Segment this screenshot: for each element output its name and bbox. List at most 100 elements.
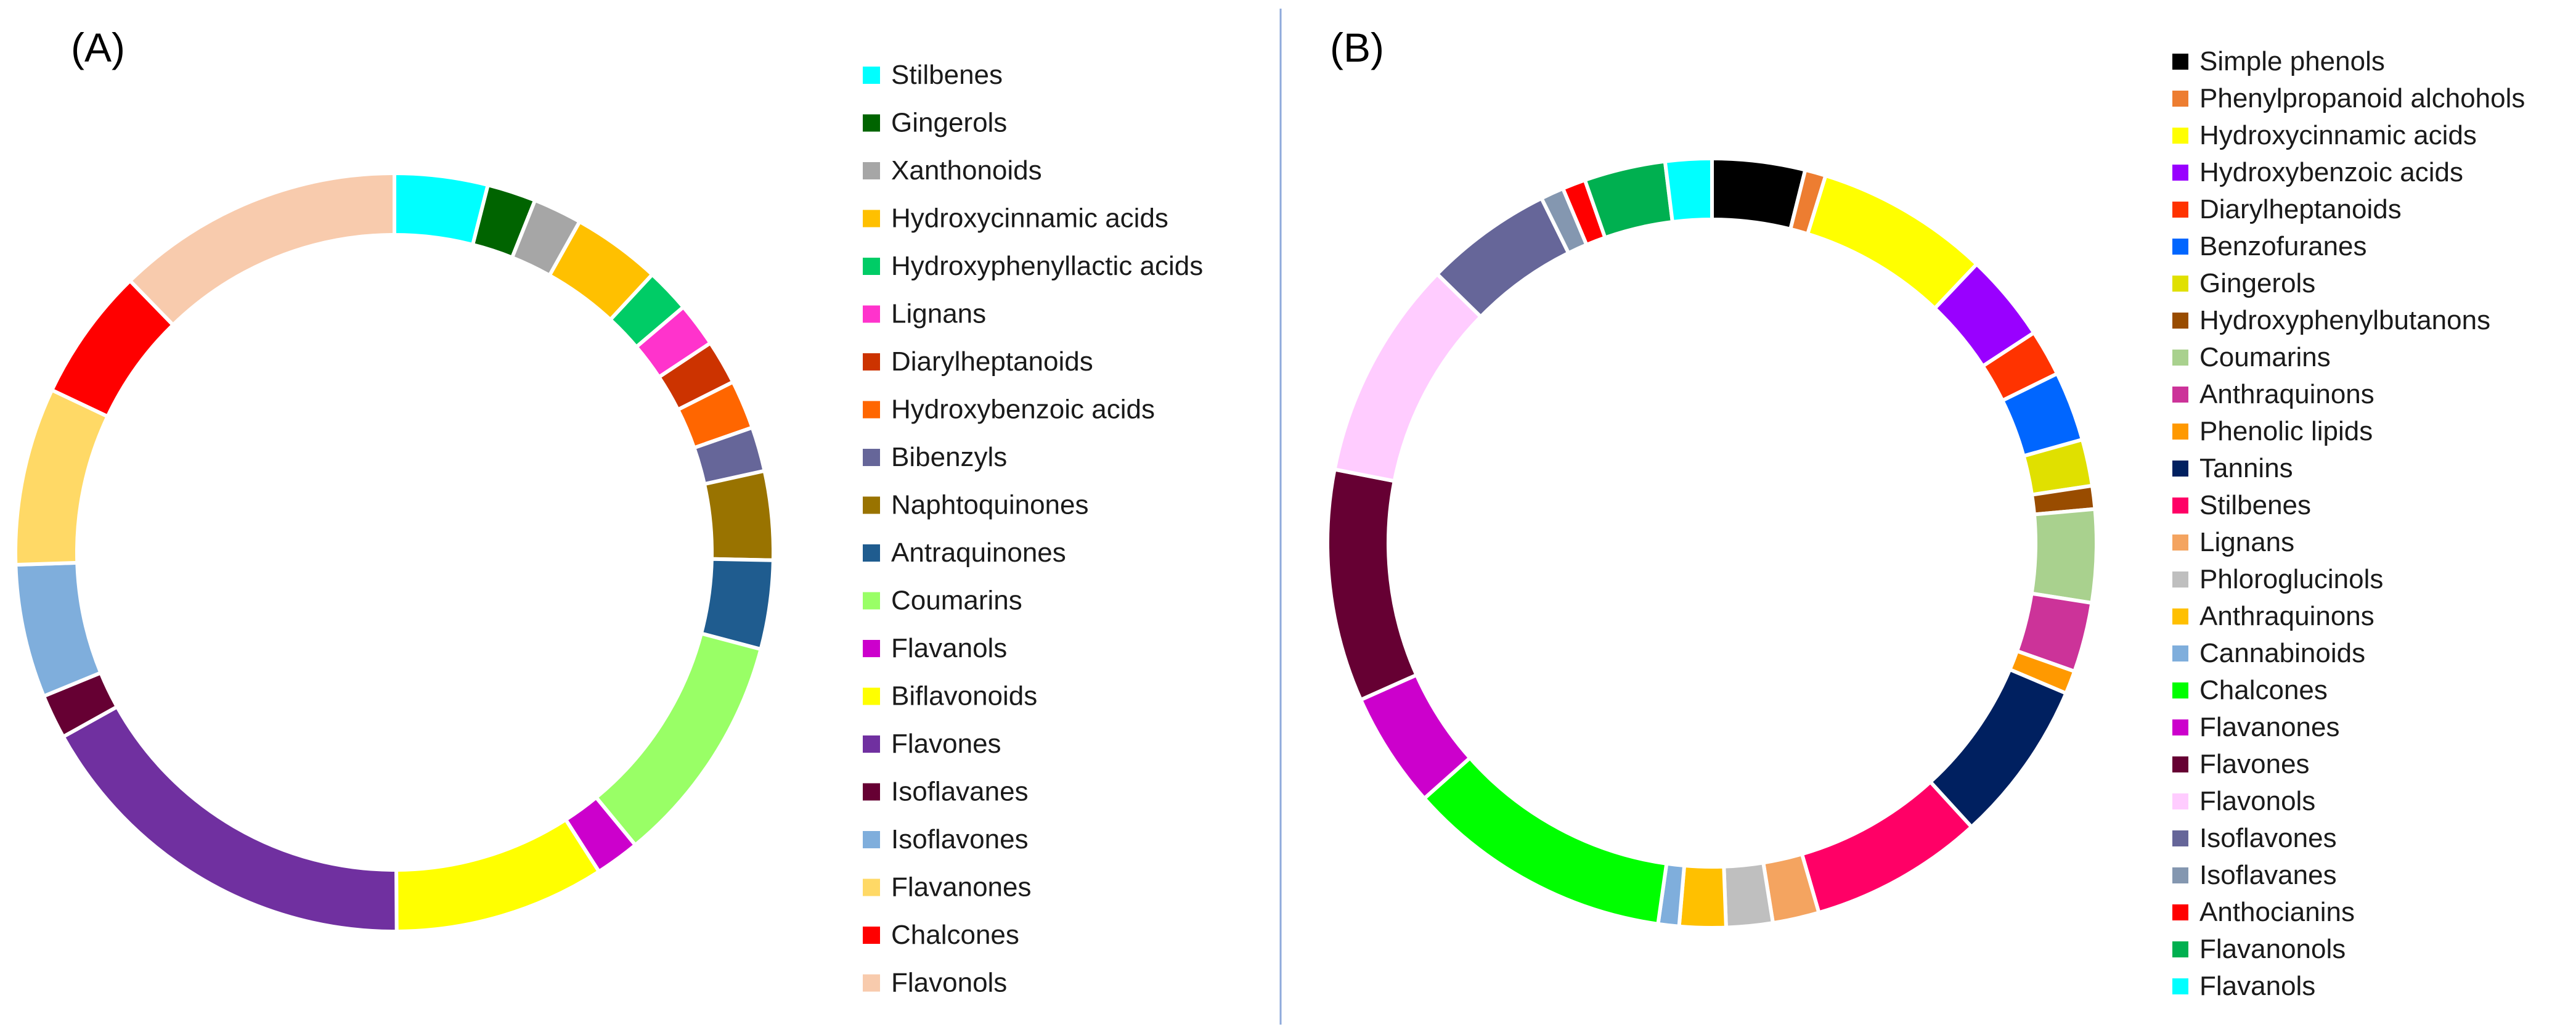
legend-label-flavones-14: Flavones [891, 729, 1001, 759]
legend-label-stilbenes-0: Stilbenes [891, 60, 1003, 90]
legend-swatch-isoflavanes-15 [863, 783, 880, 801]
legend-swatch-biflavonoids-13 [863, 687, 880, 705]
legend-swatch-chalcones-18 [863, 927, 880, 944]
legend-label-flavones-19: Flavones [2199, 749, 2310, 779]
legend-label-bibenzyls-8: Bibenzyls [891, 442, 1007, 472]
legend-label-stilbenes-12: Stilbenes [2199, 490, 2311, 520]
legend-label-phloroglucinols-14: Phloroglucinols [2199, 564, 2383, 594]
legend-swatch-diarylheptanoids-4 [2172, 202, 2188, 218]
legend-label-flavonols-19: Flavonols [891, 968, 1007, 998]
legend-label-cannabinoids-16: Cannabinoids [2199, 638, 2365, 668]
slice-phloroglucinols-14 [1722, 860, 1775, 930]
legend-label-hydroxycinnamic-acids-3: Hydroxycinnamic acids [891, 203, 1168, 234]
legend-swatch-benzofuranes-5 [2172, 239, 2188, 255]
slice-flavanols-25 [1663, 156, 1714, 224]
legend-swatch-hydroxycinnamic-acids-2 [2172, 128, 2188, 144]
legend-label-anthraquinons-15: Anthraquinons [2199, 601, 2374, 631]
legend-label-biflavonoids-13: Biflavonoids [891, 681, 1037, 711]
legend-swatch-hydroxybenzoic-acids-7 [863, 401, 880, 419]
legend-label-flavanols-25: Flavanols [2199, 971, 2315, 1001]
legend-swatch-isoflavones-21 [2172, 830, 2188, 846]
legend-swatch-flavanols-25 [2172, 978, 2188, 994]
slice-anthraquinons-15 [1677, 863, 1729, 930]
legend-label-chalcones-18: Chalcones [891, 920, 1019, 950]
legend-swatch-flavanols-12 [863, 640, 880, 657]
legend-label-hydroxycinnamic-acids-2: Hydroxycinnamic acids [2199, 120, 2477, 150]
legend-swatch-phenolic-lipids-10 [2172, 424, 2188, 440]
legend-swatch-isoflavanes-22 [2172, 867, 2188, 883]
legend-label-flavanones-18: Flavanones [2199, 712, 2339, 742]
legend-swatch-lignans-5 [863, 305, 880, 323]
legend-label-simple-phenols-0: Simple phenols [2199, 46, 2385, 76]
slice-coumarins-8 [2029, 507, 2098, 605]
slice-flavonols-19 [127, 171, 396, 328]
legend-label-diarylheptanoids-6: Diarylheptanoids [891, 346, 1093, 377]
legend-swatch-isoflavones-16 [863, 831, 880, 848]
slice-coumarins-11 [593, 631, 764, 848]
panel-a-legend: Stilbenes Gingerols Xanthonoids Hydroxycinn… [863, 60, 1203, 998]
legend-label-flavonols-20: Flavonols [2199, 786, 2315, 816]
legend-label-phenolic-lipids-10: Phenolic lipids [2199, 416, 2373, 446]
legend-label-gingerols-6: Gingerols [2199, 268, 2315, 298]
legend-label-gingerols-1: Gingerols [891, 108, 1007, 138]
legend-swatch-gingerols-6 [2172, 276, 2188, 292]
legend-label-xanthonoids-2: Xanthonoids [891, 155, 1042, 186]
legend-label-naphtoquinones-9: Naphtoquinones [891, 490, 1088, 520]
legend-swatch-hydroxybenzoic-acids-3 [2172, 165, 2188, 181]
slice-stilbenes-12 [1800, 779, 1975, 915]
legend-swatch-bibenzyls-8 [863, 449, 880, 466]
legend-label-benzofuranes-5: Benzofuranes [2199, 231, 2367, 261]
legend-label-tannins-11: Tannins [2199, 453, 2293, 483]
legend-label-hydroxyphenylbutanons-7: Hydroxyphenylbutanons [2199, 305, 2490, 335]
legend-label-chalcones-17: Chalcones [2199, 675, 2328, 705]
legend-swatch-phenylpropanoid-alchohols-1 [2172, 91, 2188, 107]
legend-swatch-hydroxyphenyllactic-acids-4 [863, 258, 880, 275]
legend-swatch-stilbenes-12 [2172, 498, 2188, 514]
legend-swatch-chalcones-17 [2172, 682, 2188, 698]
legend-label-hydroxybenzoic-acids-7: Hydroxybenzoic acids [891, 395, 1155, 425]
legend-swatch-hydroxycinnamic-acids-3 [863, 210, 880, 227]
legend-swatch-flavanones-18 [2172, 719, 2188, 735]
panel-a-label: (A) [71, 25, 125, 70]
legend-swatch-simple-phenols-0 [2172, 54, 2188, 70]
legend-label-hydroxybenzoic-acids-3: Hydroxybenzoic acids [2199, 157, 2463, 187]
legend-label-flavanones-17: Flavanones [891, 872, 1031, 903]
legend-label-isoflavanes-22: Isoflavanes [2199, 860, 2337, 890]
panel-a-donut [14, 171, 775, 934]
legend-swatch-gingerols-1 [863, 114, 880, 132]
legend-label-anthocianins-23: Anthocianins [2199, 897, 2355, 927]
legend-label-diarylheptanoids-4: Diarylheptanoids [2199, 194, 2402, 224]
slice-chalcones-17 [1421, 755, 1669, 927]
legend-label-phenylpropanoid-alchohols-1: Phenylpropanoid alchohols [2199, 83, 2525, 113]
legend-label-flavanols-12: Flavanols [891, 633, 1007, 663]
panel-b-legend: Simple phenols Phenylpropanoid alchohols H… [2172, 46, 2525, 1001]
slice-flavones-14 [60, 704, 399, 933]
legend-swatch-flavanones-17 [863, 878, 880, 896]
legend-swatch-antraquinones-10 [863, 544, 880, 562]
legend-swatch-lignans-13 [2172, 534, 2188, 551]
legend-label-anthraquinons-9: Anthraquinons [2199, 379, 2374, 409]
slice-flavones-19 [1325, 467, 1419, 703]
panel-b: (B) Simple phenols Phenylpropanoid alchoh… [1325, 25, 2525, 1001]
panel-b-label: (B) [1330, 25, 1384, 70]
legend-swatch-anthraquinons-15 [2172, 608, 2188, 625]
legend-swatch-flavones-19 [2172, 756, 2188, 772]
legend-label-isoflavones-21: Isoflavones [2199, 823, 2337, 853]
slice-flavanones-17 [14, 387, 110, 567]
slice-naphtoquinones-9 [702, 469, 775, 562]
legend-label-lignans-5: Lignans [891, 299, 986, 329]
legend-swatch-cannabinoids-16 [2172, 645, 2188, 661]
legend-label-hydroxyphenyllactic-acids-4: Hydroxyphenyllactic acids [891, 251, 1203, 281]
legend-swatch-xanthonoids-2 [863, 162, 880, 179]
legend-swatch-flavonols-19 [863, 974, 880, 992]
legend-swatch-flavones-14 [863, 735, 880, 753]
legend-swatch-naphtoquinones-9 [863, 496, 880, 514]
legend-swatch-phloroglucinols-14 [2172, 571, 2188, 588]
legend-label-coumarins-8: Coumarins [2199, 342, 2331, 372]
legend-label-antraquinones-10: Antraquinones [891, 538, 1066, 568]
legend-swatch-flavonols-20 [2172, 793, 2188, 809]
legend-swatch-anthocianins-23 [2172, 904, 2188, 920]
legend-swatch-tannins-11 [2172, 461, 2188, 477]
legend-label-isoflavanes-15: Isoflavanes [891, 777, 1029, 807]
